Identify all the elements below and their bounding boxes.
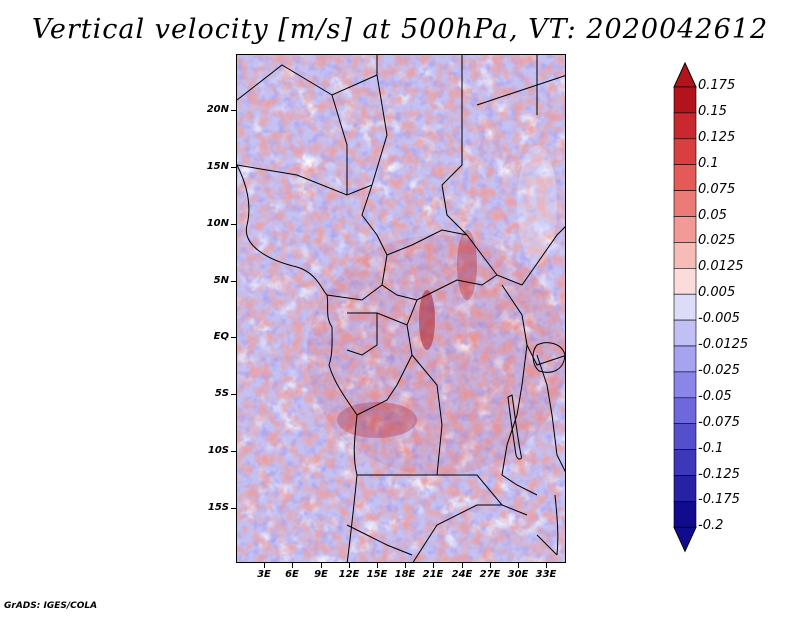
colorbar-swatch — [673, 86, 697, 114]
colorbar-swatch — [673, 371, 697, 399]
colorbar-level-label: -0.1 — [698, 440, 724, 456]
colorbar-level-label: 0.05 — [698, 207, 727, 223]
colorbar-swatch — [673, 216, 697, 243]
lat-tick — [231, 337, 236, 338]
lon-label-27e: 27E — [479, 569, 501, 580]
lat-tick — [231, 167, 236, 168]
colorbar-swatch — [673, 190, 697, 217]
lat-label-20n: 20N — [206, 104, 229, 115]
colorbar-swatch — [673, 268, 697, 295]
colorbar-level-label: -0.005 — [698, 311, 740, 327]
lon-tick — [405, 563, 406, 568]
colorbar-swatch — [673, 319, 697, 347]
lat-label-5s: 5S — [214, 388, 229, 399]
colorbar-swatch — [673, 449, 697, 476]
lon-label-21e: 21E — [422, 569, 444, 580]
lat-label-5n: 5N — [213, 275, 229, 286]
lon-label-9e: 9E — [314, 569, 328, 580]
lat-label-15s: 15S — [207, 502, 229, 513]
lon-label-12e: 12E — [338, 569, 360, 580]
colorbar-top-arrow — [673, 61, 697, 88]
lon-label-24e: 24E — [451, 569, 473, 580]
grads-credit: GrADS: IGES/COLA — [4, 601, 98, 611]
colorbar-level-label: 0.125 — [698, 129, 736, 145]
lat-label-15n: 15N — [206, 161, 229, 172]
colorbar-level-label: 0.005 — [698, 285, 736, 301]
lon-tick — [321, 563, 322, 568]
colorbar-swatch — [673, 345, 697, 373]
lat-label-eq: EQ — [213, 331, 229, 342]
lon-tick — [546, 563, 547, 568]
colorbar-level-label: -0.125 — [698, 466, 740, 482]
lon-tick — [462, 563, 463, 568]
colorbar-level-label: 0.1 — [698, 155, 719, 171]
colorbar-level-label: -0.0125 — [698, 337, 749, 352]
lon-label-33e: 33E — [535, 569, 557, 580]
colorbar-swatch — [673, 397, 697, 424]
map-title: Vertical velocity [m/s] at 500hPa, VT: 2… — [31, 14, 769, 45]
colorbar-swatch — [673, 138, 697, 166]
colorbar-bottom-arrow — [673, 526, 697, 553]
colorbar — [673, 61, 697, 553]
lat-label-10n: 10N — [206, 218, 229, 229]
lat-tick — [231, 224, 236, 225]
colorbar-swatch — [673, 293, 697, 321]
lon-label-15e: 15E — [366, 569, 388, 580]
lon-tick — [264, 563, 265, 568]
lon-label-18e: 18E — [394, 569, 416, 580]
colorbar-swatch — [673, 164, 697, 191]
lon-tick — [490, 563, 491, 568]
colorbar-swatch — [673, 112, 697, 140]
lon-tick — [518, 563, 519, 568]
lat-tick — [231, 394, 236, 395]
colorbar-level-label: 0.025 — [698, 233, 736, 249]
colorbar-level-label: -0.025 — [698, 362, 740, 378]
lat-label-10s: 10S — [207, 445, 229, 456]
colorbar-level-label: -0.05 — [698, 388, 732, 404]
colorbar-level-label: 0.0125 — [698, 259, 744, 275]
colorbar-swatch — [673, 501, 697, 528]
lon-tick — [377, 563, 378, 568]
lon-tick — [292, 563, 293, 568]
map-plot-area — [236, 54, 566, 563]
colorbar-level-label: 0.15 — [698, 103, 727, 119]
colorbar-swatch — [673, 475, 697, 502]
vertical-velocity-field — [237, 55, 565, 562]
lat-tick — [231, 281, 236, 282]
lon-tick — [433, 563, 434, 568]
colorbar-level-label: -0.175 — [698, 492, 740, 508]
colorbar-level-label: 0.175 — [698, 78, 736, 93]
lat-tick — [231, 451, 236, 452]
colorbar-level-label: 0.075 — [698, 181, 736, 197]
colorbar-swatch — [673, 423, 697, 450]
colorbar-level-label: -0.075 — [698, 414, 740, 430]
lon-label-3e: 3E — [257, 569, 271, 580]
lon-label-30e: 30E — [507, 569, 529, 580]
colorbar-level-label: -0.2 — [698, 518, 724, 534]
lon-tick — [349, 563, 350, 568]
lat-tick — [231, 508, 236, 509]
colorbar-swatch — [673, 242, 697, 269]
lon-label-6e: 6E — [285, 569, 299, 580]
lat-tick — [231, 110, 236, 111]
